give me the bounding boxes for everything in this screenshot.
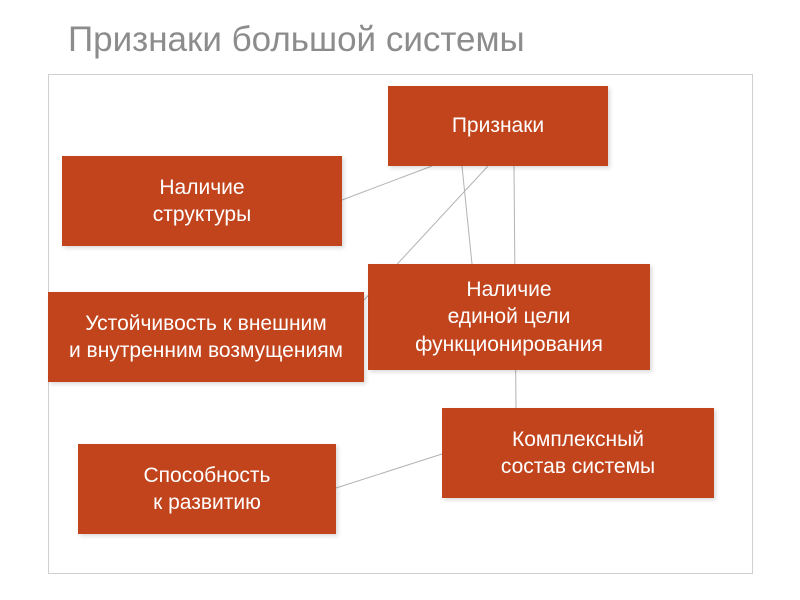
node-label: Устойчивость к внешними внутренним возму… bbox=[69, 310, 343, 365]
node-root: Признаки bbox=[388, 86, 608, 166]
node-label: Комплексныйсостав системы bbox=[501, 426, 655, 481]
node-dev: Способностьк развитию bbox=[78, 444, 336, 534]
node-label: Признаки bbox=[452, 112, 544, 139]
node-stab: Устойчивость к внешними внутренним возму… bbox=[48, 292, 364, 382]
node-label: Наличиеединой целифункционирования bbox=[415, 276, 603, 358]
node-label: Наличиеструктуры bbox=[153, 174, 251, 229]
page-title: Признаки большой системы bbox=[68, 20, 525, 60]
node-goal: Наличиеединой целифункционирования bbox=[368, 264, 650, 370]
node-struct: Наличиеструктуры bbox=[62, 156, 342, 246]
node-complex: Комплексныйсостав системы bbox=[442, 408, 714, 498]
node-label: Способностьк развитию bbox=[144, 462, 271, 517]
